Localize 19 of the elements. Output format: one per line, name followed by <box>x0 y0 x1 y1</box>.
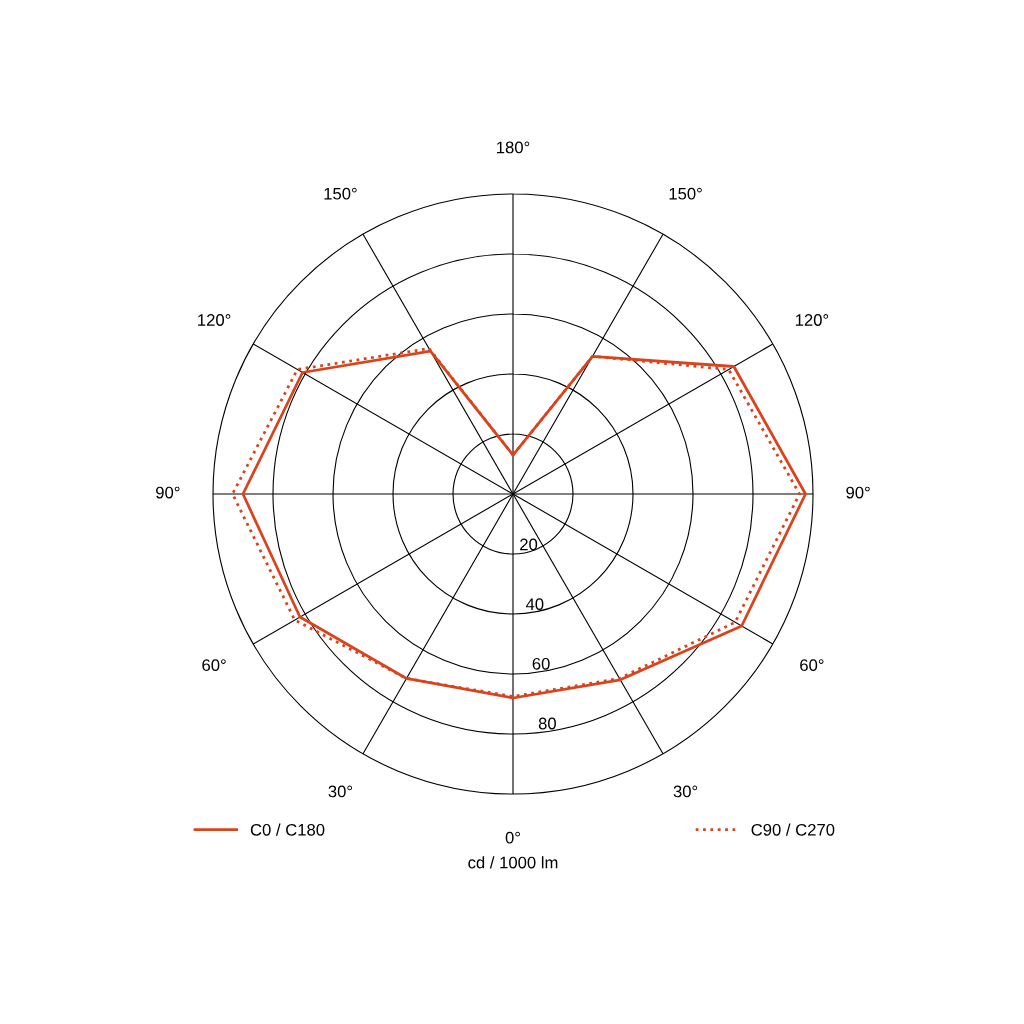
legend-label: C0 / C180 <box>250 823 325 836</box>
spoke-label: 30° <box>673 785 698 798</box>
y-tick-label: 40 <box>525 598 544 611</box>
spoke-label: 150° <box>324 187 357 200</box>
spoke-label: 60° <box>800 659 824 672</box>
spoke-label: 150° <box>669 187 702 200</box>
spoke-label: 0° <box>505 831 520 844</box>
legend-label: C90 / C270 <box>751 823 835 836</box>
spoke-label: 120° <box>795 314 829 326</box>
spoke-label: 60° <box>202 659 226 672</box>
spoke-label: 90° <box>156 486 180 499</box>
spoke-label: 90° <box>846 486 870 499</box>
spoke-label: 30° <box>328 785 353 798</box>
spoke-label: 120° <box>198 314 231 326</box>
spoke-label: 180° <box>497 141 530 154</box>
y-tick-label: 60 <box>532 657 550 670</box>
y-tick-label: 20 <box>520 538 538 551</box>
y-tick-label: 80 <box>538 717 556 730</box>
text: cd / 1000 lm <box>468 856 558 869</box>
